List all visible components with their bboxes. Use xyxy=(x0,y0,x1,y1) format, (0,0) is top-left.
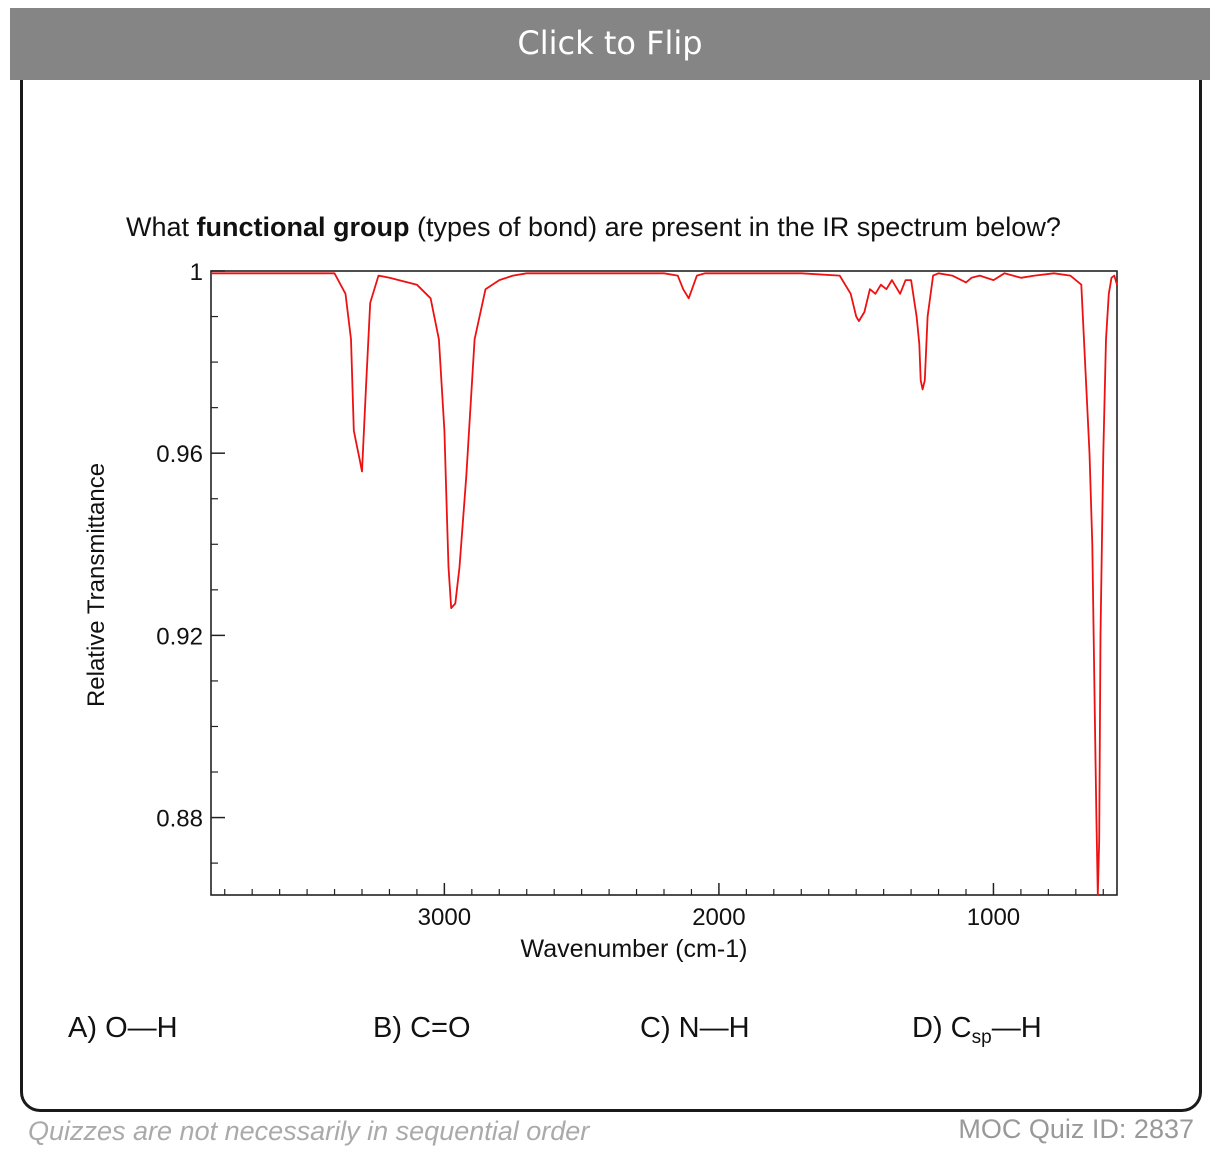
question-suffix: (types of bond) are present in the IR sp… xyxy=(409,212,1061,242)
answer-c-text: N—H xyxy=(678,1012,750,1044)
question-text: What functional group (types of bond) ar… xyxy=(126,212,1186,243)
answer-d-text-tail: —H xyxy=(991,1012,1042,1044)
ir-spectrum-chart: 1 0.96 0.92 0.88 3000 2000 1000 Wavenumber (cm-… xyxy=(83,259,1118,963)
x-tick-label: 2000 xyxy=(692,904,745,931)
y-tick-label: 0.96 xyxy=(156,441,203,468)
answer-d-letter: D) xyxy=(912,1012,943,1044)
answer-c[interactable]: C) N—H xyxy=(640,1012,750,1045)
y-tick-label: 0.92 xyxy=(156,623,203,650)
answer-b-letter: B) xyxy=(373,1012,402,1044)
answer-b-text: C=O xyxy=(410,1012,471,1044)
quiz-id: MOC Quiz ID: 2837 xyxy=(958,1114,1194,1144)
flashcard[interactable] xyxy=(20,16,1202,1112)
answer-b[interactable]: B) C=O xyxy=(373,1012,471,1045)
y-axis-label: Relative Transmittance xyxy=(83,463,110,707)
answer-d-text-main: C xyxy=(950,1012,972,1044)
y-tick-label: 0.88 xyxy=(156,806,203,833)
answer-a-text: O—H xyxy=(105,1012,178,1044)
answer-a-letter: A) xyxy=(68,1012,97,1044)
question-prefix: What xyxy=(126,212,197,242)
answer-c-letter: C) xyxy=(640,1012,671,1044)
y-tick-label: 1 xyxy=(190,259,203,286)
spectrum-line xyxy=(211,272,1118,896)
answer-a[interactable]: A) O—H xyxy=(68,1012,178,1045)
question-bold: functional group xyxy=(196,212,410,242)
answer-options: A) O—H B) C=O C) N—H D) Csp—H xyxy=(0,1012,1220,1062)
answer-d-text-sub: sp xyxy=(971,1027,992,1048)
x-tick-label: 1000 xyxy=(967,904,1020,931)
x-axis-label: Wavenumber (cm-1) xyxy=(521,935,748,963)
click-to-flip-bar[interactable]: Click to Flip xyxy=(10,8,1210,80)
plot-frame xyxy=(210,270,1118,896)
answer-d[interactable]: D) Csp—H xyxy=(912,1012,1042,1048)
sequence-disclaimer: Quizzes are not necessarily in sequentia… xyxy=(28,1116,590,1146)
x-tick-label: 3000 xyxy=(418,904,471,931)
